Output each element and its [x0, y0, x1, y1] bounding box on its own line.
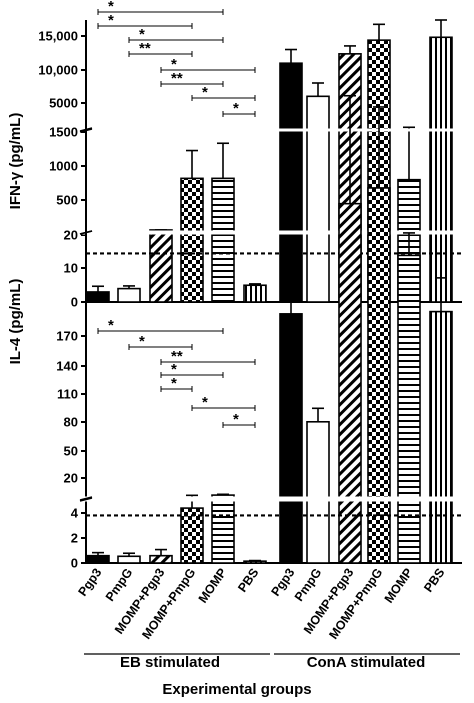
significance-label: * — [108, 317, 114, 334]
category-label: PBS — [421, 566, 447, 595]
y-tick-label: 0 — [71, 556, 78, 571]
significance-label: * — [139, 26, 145, 43]
bar-momp-4 — [211, 494, 235, 564]
bar-pgp3-6 — [279, 313, 303, 564]
x-axis-title: Experimental groups — [162, 681, 311, 698]
significance-label: ** — [171, 348, 183, 365]
bar-momp-pmpg-9 — [367, 187, 391, 564]
y-tick-label: 110 — [57, 387, 78, 402]
category-label: PmpG — [292, 566, 325, 604]
bar-pmpg-1 — [117, 287, 141, 303]
category-label: Pgp3 — [75, 566, 104, 599]
axis-break-mark — [79, 497, 93, 502]
y-tick-label: 15,000 — [38, 29, 78, 44]
bar-momp-4 — [211, 177, 235, 303]
y-tick-label: 1500 — [49, 125, 78, 140]
y-tick-label: 500 — [56, 193, 78, 208]
y-axis-label: IL-4 (pg/mL) — [7, 279, 24, 365]
bar-pbs-5 — [243, 284, 267, 303]
significance-label: * — [108, 12, 114, 29]
ifn-gamma-panel: 0 10 20 500 1000 1500 5000 10,000 15,000 IFN-γ (p… — [7, 0, 465, 310]
y-axis-label: IFN-γ (pg/mL) — [7, 113, 24, 210]
y-tick-label: 20 — [64, 228, 78, 243]
significance-label: * — [171, 375, 177, 392]
y-tick-label: 4 — [71, 506, 79, 521]
y-tick-label: 170 — [56, 329, 78, 344]
axis-break-mark — [79, 496, 93, 501]
y-tick-label: 2 — [71, 531, 78, 546]
significance-label: * — [171, 56, 177, 73]
significance-label: ** — [139, 40, 151, 57]
bar-pmpg-7 — [306, 420, 330, 564]
bar-pbs-5 — [243, 560, 267, 564]
bar-momp-pgp3-8 — [338, 202, 362, 564]
axis-break-gap — [80, 128, 465, 132]
bar-pgp3-6 — [279, 62, 303, 303]
bar-pmpg-1 — [117, 555, 141, 564]
group-label-cona: ConA stimulated — [307, 654, 426, 671]
bar-momp-pgp3-2 — [149, 554, 173, 564]
y-tick-label: 1000 — [49, 159, 78, 174]
y-tick-label: 80 — [64, 415, 78, 430]
bar-momp-pmpg-3 — [180, 177, 204, 303]
significance-label: * — [202, 84, 208, 101]
bar-pgp3-0 — [86, 291, 110, 303]
bar-pmpg-7 — [306, 95, 330, 303]
y-tick-label: 10 — [64, 261, 78, 276]
significance-label: * — [171, 361, 177, 378]
significance-label: * — [139, 333, 145, 350]
bar-momp-pgp3-2 — [149, 229, 173, 303]
significance-label: ** — [171, 70, 183, 87]
category-label: PBS — [235, 566, 261, 595]
significance-label: * — [108, 0, 114, 15]
group-label-eb: EB stimulated — [120, 654, 220, 671]
axis-break-gap — [80, 230, 465, 235]
category-label: MOMP — [196, 566, 230, 606]
category-label: PmpG — [103, 566, 136, 604]
bar-momp-10 — [397, 254, 421, 564]
y-tick-label: 10,000 — [38, 63, 78, 78]
category-label: MOMP — [382, 566, 416, 606]
y-tick-label: 50 — [64, 444, 78, 459]
bar-pbs-11 — [429, 310, 453, 564]
y-tick-label: 140 — [56, 359, 78, 374]
y-tick-label: 5000 — [49, 96, 78, 111]
significance-label: * — [233, 411, 239, 428]
significance-label: * — [202, 394, 208, 411]
significance-label: * — [233, 100, 239, 117]
axis-break-gap — [80, 496, 465, 502]
bar-pgp3-0 — [86, 554, 110, 564]
y-tick-label: 20 — [64, 471, 78, 486]
bar-pbs-11 — [429, 36, 453, 303]
y-tick-label: 0 — [71, 295, 78, 310]
